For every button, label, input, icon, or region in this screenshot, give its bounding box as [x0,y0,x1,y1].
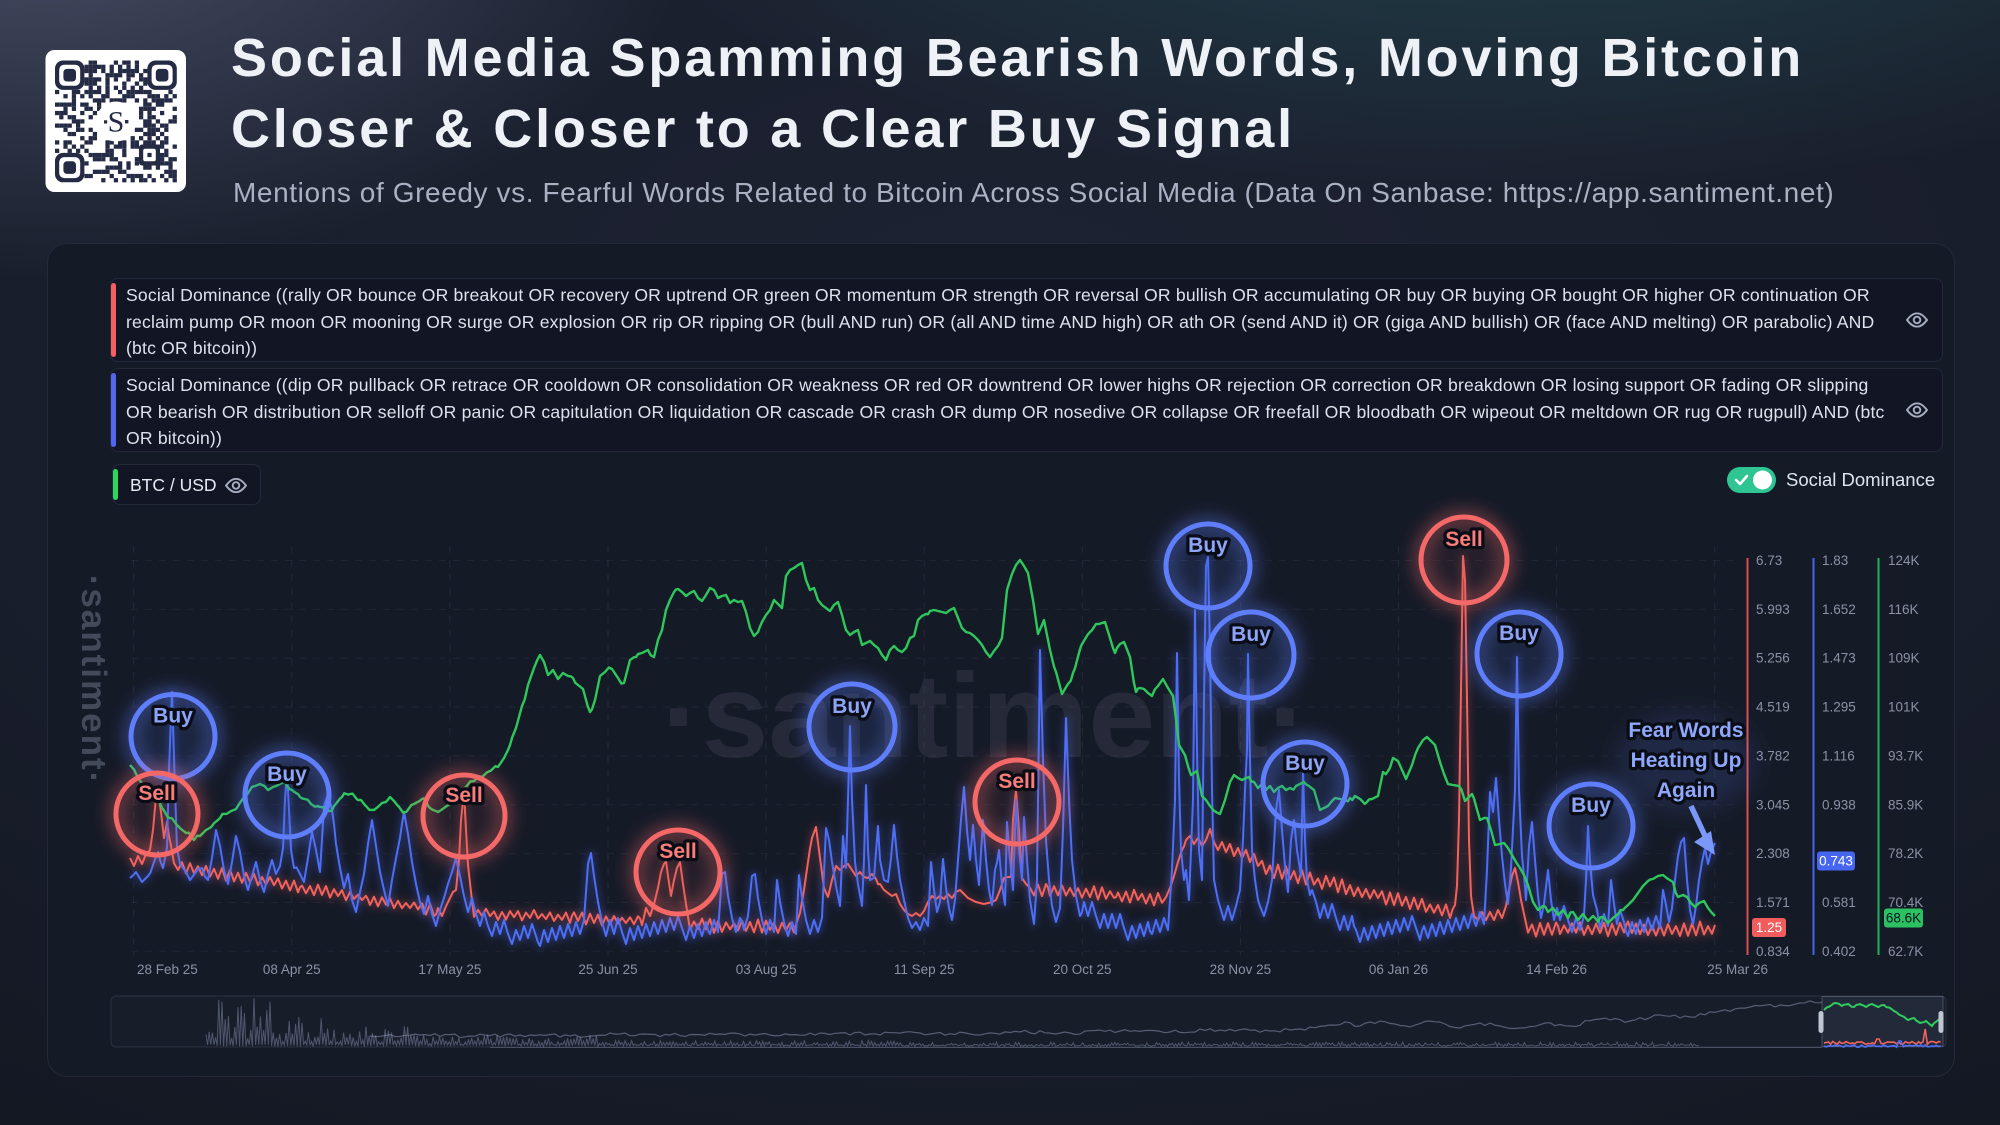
svg-text:S: S [108,106,125,139]
